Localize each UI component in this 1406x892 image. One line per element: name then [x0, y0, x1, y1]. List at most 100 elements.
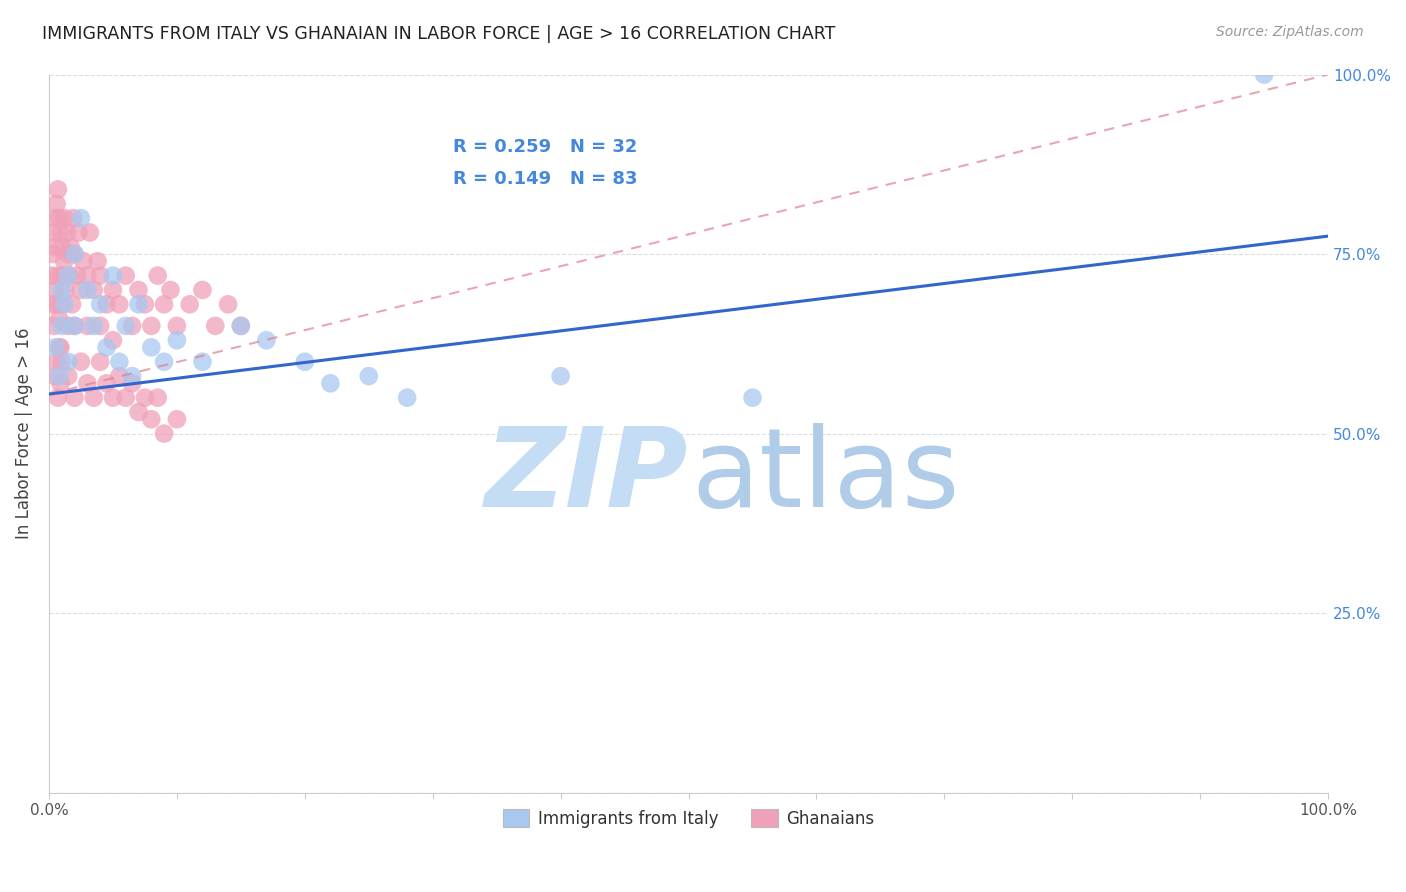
Point: [58, 268, 80, 283]
Point: [45, 355, 67, 369]
Point: [63, 318, 86, 333]
Point: [48, 369, 70, 384]
Point: [121, 318, 143, 333]
Point: [101, 391, 124, 405]
Point: [101, 283, 124, 297]
Legend: Immigrants from Italy, Ghanaians: Immigrants from Italy, Ghanaians: [496, 803, 882, 835]
Point: [114, 318, 136, 333]
Point: [108, 297, 131, 311]
Point: [101, 333, 124, 347]
Point: [83, 318, 105, 333]
Point: [44, 369, 66, 384]
Point: [128, 283, 150, 297]
Point: [70, 211, 93, 226]
Point: [96, 376, 118, 391]
Point: [294, 355, 316, 369]
Point: [53, 297, 76, 311]
Point: [51, 297, 73, 311]
Point: [108, 369, 131, 384]
Point: [67, 226, 90, 240]
Point: [76, 376, 98, 391]
Point: [204, 318, 226, 333]
Point: [114, 391, 136, 405]
Text: Source: ZipAtlas.com: Source: ZipAtlas.com: [1216, 25, 1364, 39]
Point: [141, 340, 163, 354]
Point: [166, 412, 188, 426]
Point: [357, 369, 380, 384]
Point: [146, 391, 169, 405]
Point: [44, 240, 66, 254]
Point: [153, 426, 176, 441]
Point: [72, 254, 94, 268]
Point: [191, 355, 214, 369]
Point: [159, 283, 181, 297]
Text: IMMIGRANTS FROM ITALY VS GHANAIAN IN LABOR FORCE | AGE > 16 CORRELATION CHART: IMMIGRANTS FROM ITALY VS GHANAIAN IN LAB…: [42, 25, 835, 43]
Point: [121, 369, 143, 384]
Point: [62, 211, 84, 226]
Point: [48, 211, 70, 226]
Point: [45, 196, 67, 211]
Point: [229, 318, 252, 333]
Point: [114, 268, 136, 283]
Point: [70, 355, 93, 369]
Point: [76, 268, 98, 283]
Point: [59, 240, 82, 254]
Point: [63, 247, 86, 261]
Point: [48, 311, 70, 326]
Point: [134, 297, 156, 311]
Point: [56, 318, 79, 333]
Point: [86, 254, 108, 268]
Point: [1253, 68, 1275, 82]
Point: [56, 268, 79, 283]
Point: [56, 369, 79, 384]
Point: [76, 318, 98, 333]
Point: [42, 247, 65, 261]
Point: [51, 318, 73, 333]
Text: R = 0.259   N = 32: R = 0.259 N = 32: [453, 138, 637, 156]
Point: [42, 226, 65, 240]
Point: [128, 405, 150, 419]
Point: [44, 283, 66, 297]
Point: [41, 268, 63, 283]
Point: [60, 297, 83, 311]
Point: [51, 283, 73, 297]
Point: [63, 247, 86, 261]
Point: [741, 391, 763, 405]
Point: [44, 211, 66, 226]
Point: [56, 355, 79, 369]
Point: [89, 318, 111, 333]
Point: [44, 340, 66, 354]
Text: R = 0.149   N = 83: R = 0.149 N = 83: [453, 169, 638, 187]
Point: [56, 247, 79, 261]
Point: [153, 297, 176, 311]
Point: [166, 318, 188, 333]
Point: [83, 391, 105, 405]
Point: [89, 268, 111, 283]
Y-axis label: In Labor Force | Age > 16: In Labor Force | Age > 16: [15, 328, 32, 540]
Point: [51, 268, 73, 283]
Point: [51, 240, 73, 254]
Point: [121, 376, 143, 391]
Point: [191, 283, 214, 297]
Point: [108, 355, 131, 369]
Point: [229, 318, 252, 333]
Point: [42, 318, 65, 333]
Point: [217, 297, 239, 311]
Point: [96, 340, 118, 354]
Point: [89, 297, 111, 311]
Point: [179, 297, 201, 311]
Point: [56, 226, 79, 240]
Point: [45, 297, 67, 311]
Point: [46, 182, 69, 196]
Point: [49, 376, 72, 391]
Point: [146, 268, 169, 283]
Point: [319, 376, 342, 391]
Point: [79, 226, 101, 240]
Point: [46, 391, 69, 405]
Point: [254, 333, 277, 347]
Point: [53, 211, 76, 226]
Point: [49, 340, 72, 354]
Point: [134, 391, 156, 405]
Point: [63, 391, 86, 405]
Point: [550, 369, 572, 384]
